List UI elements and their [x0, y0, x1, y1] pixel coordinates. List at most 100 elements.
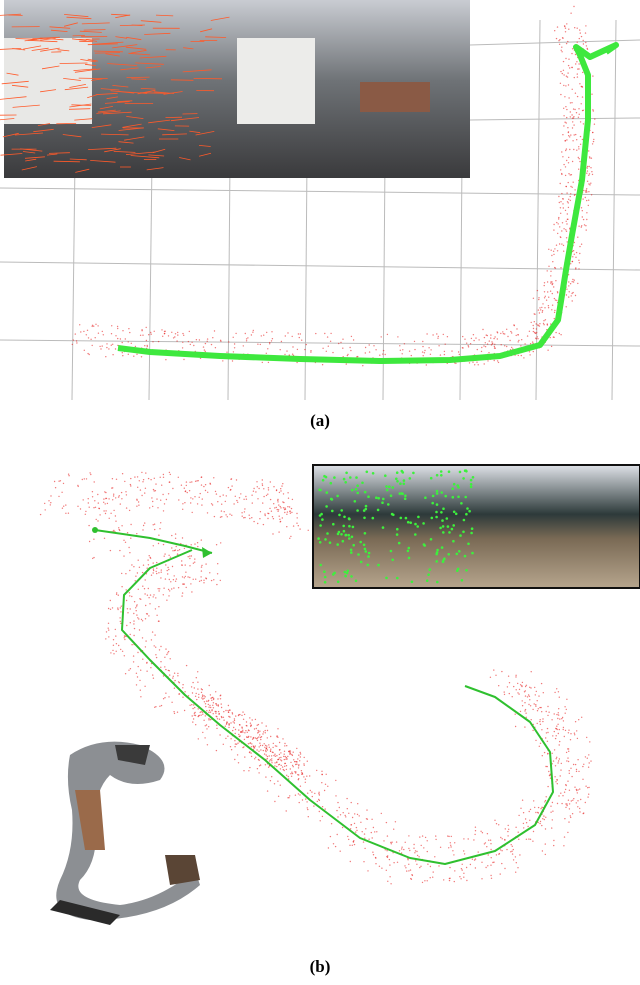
cloud-point	[485, 842, 486, 843]
cloud-point	[119, 550, 120, 551]
cloud-point	[555, 765, 556, 766]
cloud-point	[238, 762, 239, 763]
feature-point	[352, 544, 355, 547]
cloud-point	[130, 484, 131, 485]
cloud-point	[572, 800, 573, 801]
cloud-point	[242, 516, 243, 517]
cloud-point	[583, 764, 584, 765]
cloud-point	[568, 730, 569, 731]
cloud-point	[512, 846, 513, 847]
cloud-point	[269, 755, 270, 756]
cloud-point	[203, 580, 204, 581]
cloud-point	[422, 341, 423, 342]
cloud-point	[106, 498, 107, 499]
cloud-point	[309, 775, 310, 776]
cloud-point	[299, 528, 300, 529]
cloud-point	[250, 752, 251, 753]
cloud-point	[163, 594, 164, 595]
cloud-point	[572, 813, 573, 814]
cloud-point	[336, 810, 337, 811]
cloud-point	[236, 744, 237, 745]
cloud-point	[181, 485, 182, 486]
cloud-point	[327, 336, 328, 337]
cloud-point	[264, 747, 265, 748]
feature-point	[384, 474, 387, 477]
feature-point	[436, 551, 439, 554]
cloud-point	[568, 748, 569, 749]
cloud-point	[451, 350, 452, 351]
cloud-point	[565, 807, 566, 808]
cloud-point	[542, 818, 543, 819]
cloud-point	[547, 741, 548, 742]
cloud-point	[279, 754, 280, 755]
cloud-point	[289, 538, 290, 539]
cloud-point	[192, 682, 193, 683]
cloud-point	[452, 850, 453, 851]
cloud-point	[214, 330, 215, 331]
cloud-point	[162, 494, 163, 495]
cloud-point	[213, 699, 214, 700]
cloud-point	[184, 548, 185, 549]
cloud-point	[217, 501, 218, 502]
cloud-point	[184, 691, 185, 692]
cloud-point	[280, 757, 281, 758]
cloud-point	[108, 498, 109, 499]
cloud-point	[292, 773, 293, 774]
cloud-point	[543, 323, 544, 324]
cloud-point	[576, 789, 577, 790]
feature-point	[432, 495, 435, 498]
cloud-point	[207, 341, 208, 342]
cloud-point	[292, 755, 293, 756]
cloud-point	[87, 330, 88, 331]
flow-track	[79, 78, 108, 79]
cloud-point	[185, 491, 186, 492]
cloud-point	[201, 692, 202, 693]
feature-point	[447, 525, 450, 528]
cloud-point	[565, 28, 566, 29]
cloud-point	[169, 590, 170, 591]
cloud-point	[301, 770, 302, 771]
cloud-point	[97, 494, 98, 495]
cloud-point	[130, 524, 131, 525]
cloud-point	[141, 330, 142, 331]
cloud-point	[295, 771, 296, 772]
cloud-point	[171, 332, 172, 333]
cloud-point	[548, 249, 549, 250]
cloud-point	[400, 350, 401, 351]
feature-point	[464, 496, 467, 499]
cloud-point	[286, 757, 287, 758]
cloud-point	[178, 587, 179, 588]
cloud-point	[488, 840, 489, 841]
cloud-point	[579, 29, 580, 30]
cloud-point	[558, 691, 559, 692]
feature-point	[347, 534, 350, 537]
cloud-point	[145, 579, 146, 580]
cloud-point	[190, 344, 191, 345]
cloud-point	[374, 831, 375, 832]
cloud-point	[201, 484, 202, 485]
cloud-point	[129, 510, 130, 511]
cloud-point	[118, 595, 119, 596]
cloud-point	[95, 337, 96, 338]
flow-track	[95, 53, 120, 54]
cloud-point	[216, 584, 217, 585]
cloud-point	[517, 334, 518, 335]
cloud-point	[198, 716, 199, 717]
cloud-point	[249, 518, 250, 519]
cloud-point	[134, 601, 135, 602]
cloud-point	[565, 106, 566, 107]
cloud-point	[305, 798, 306, 799]
cloud-point	[153, 594, 154, 595]
cloud-point	[121, 606, 122, 607]
cloud-point	[530, 705, 531, 706]
cloud-point	[444, 351, 445, 352]
cloud-point	[542, 755, 543, 756]
feature-point	[401, 492, 404, 495]
cloud-point	[552, 819, 553, 820]
cloud-point	[577, 76, 578, 77]
cloud-point	[174, 550, 175, 551]
cloud-point	[99, 346, 100, 347]
cloud-point	[208, 712, 209, 713]
cloud-point	[279, 516, 280, 517]
cloud-point	[235, 733, 236, 734]
